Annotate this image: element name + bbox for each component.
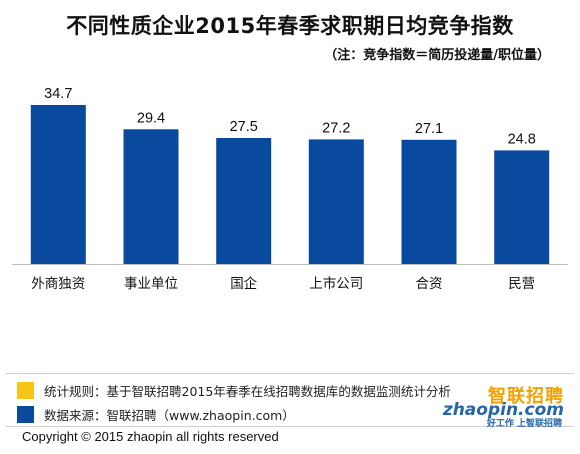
note-source-text: 数据来源：智联招聘（www.zhaopin.com）: [44, 407, 295, 423]
note-source: 数据来源：智联招聘（www.zhaopin.com）: [17, 404, 295, 424]
copyright-text: Copyright © 2015 zhaopin all rights rese…: [22, 429, 279, 444]
category-label-4: 合资: [416, 276, 443, 292]
blue-swatch: [17, 405, 34, 423]
chart-subtitle: （注：竞争指数＝简历投递量/职位量）: [324, 48, 550, 63]
notes-divider-bottom: [6, 426, 574, 427]
category-label-2: 国企: [230, 275, 257, 292]
chart-title: 不同性质企业2015年春季求职期日均竞争指数: [66, 14, 514, 38]
category-label-3: 上市公司: [309, 275, 363, 292]
category-label-5: 民营: [508, 276, 535, 292]
value-label-1: 29.4: [137, 110, 165, 126]
logo-en-text: zhaopin.com: [442, 400, 564, 420]
logo-cn-text: 智联招聘: [488, 386, 564, 407]
value-label-4: 27.1: [415, 121, 443, 137]
value-label-0: 34.7: [44, 86, 72, 102]
value-label-2: 27.5: [230, 119, 258, 135]
bars-group: [30, 105, 550, 264]
bar-4: [401, 139, 457, 264]
zhaopin-logo: 智联招聘 zhaopin.com 好工作 上智联招聘: [426, 382, 566, 429]
bar-chart: 34.7 外商独资 29.4 事业单位 27.5 国企 27.2 上市公司 27.1 合资 24.8…: [12, 86, 568, 292]
category-label-1: 事业单位: [124, 276, 178, 292]
value-label-3: 27.2: [322, 120, 350, 136]
bar-0: [30, 105, 86, 264]
notes-divider: [6, 373, 574, 374]
category-label-0: 外商独资: [31, 276, 85, 292]
logo-tagline: 好工作 上智联招聘: [486, 419, 562, 429]
bar-5: [494, 150, 550, 264]
value-label-5: 24.8: [508, 131, 536, 147]
bar-2: [216, 138, 272, 264]
yellow-swatch: [17, 381, 34, 399]
note-rule: 统计规则：基于智联招聘2015年春季在线招聘数据库的数据监测统计分析: [17, 380, 451, 400]
labels-group: 34.7 外商独资 29.4 事业单位 27.5 国企 27.2 上市公司 27.1 合资 24.8…: [31, 86, 536, 292]
note-rule-text: 统计规则：基于智联招聘2015年春季在线招聘数据库的数据监测统计分析: [44, 383, 451, 399]
bar-3: [308, 139, 364, 264]
bar-1: [123, 129, 179, 264]
